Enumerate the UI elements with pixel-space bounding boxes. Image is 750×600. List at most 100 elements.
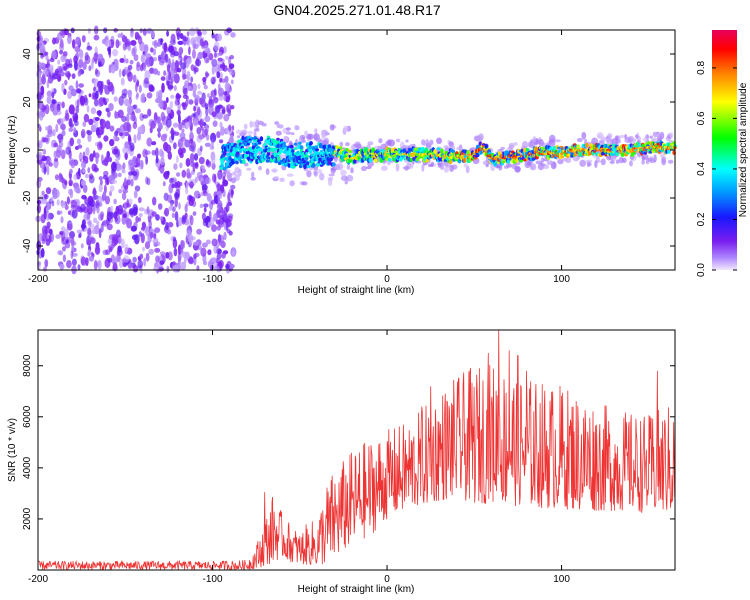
spectrogram-halo <box>404 165 410 170</box>
spectrogram-noise-blob <box>131 47 136 57</box>
spectrogram-noise-blob <box>105 120 111 130</box>
spectrogram-noise-blob <box>210 76 216 85</box>
spectrogram-signal-cell <box>327 144 332 149</box>
snr-x-tick-label: 0 <box>384 574 390 585</box>
spectrogram-noise-blob <box>65 146 71 155</box>
spectrogram-noise-blob <box>84 196 88 205</box>
spectrogram-noise-blob <box>166 30 170 37</box>
spectrogram-noise-blob <box>185 158 191 167</box>
spectrogram-noise-blob <box>216 203 223 211</box>
spectrogram-noise-blob <box>174 181 178 189</box>
spectrogram-noise-blob <box>213 173 217 184</box>
spectrogram-noise-blob <box>91 229 96 235</box>
spectrogram-signal-cell <box>311 162 316 168</box>
spectrogram-halo <box>286 173 294 177</box>
spectrogram-noise-blob <box>68 179 73 187</box>
spectrogram-noise-blob <box>186 85 192 91</box>
spectrogram-noise-blob <box>203 84 208 90</box>
snr-x-axis-label: Height of straight line (km) <box>298 584 415 595</box>
spectrogram-noise-blob <box>166 106 171 114</box>
spectrogram-noise-blob <box>229 134 234 145</box>
spectrogram-noise-blob <box>51 99 57 105</box>
spectrogram-noise-blob <box>79 52 84 61</box>
spectrogram-noise-blob <box>66 260 72 269</box>
spectrogram-noise-blob <box>39 110 44 121</box>
spectrogram-halo <box>641 155 646 161</box>
spectrogram-noise-blob <box>68 127 74 132</box>
spectrogram-noise-blob <box>68 104 75 115</box>
spectrogram-noise-blob <box>132 121 138 130</box>
spectrogram-noise-blob <box>84 97 89 106</box>
spectrogram-halo <box>498 164 503 171</box>
spectrogram-signal-cell <box>407 147 412 152</box>
spectrogram-noise-blob <box>123 68 127 76</box>
spectrogram-noise-blob <box>186 57 192 65</box>
spectrogram-noise-blob <box>88 118 94 126</box>
spectrogram-noise-blob <box>221 108 226 114</box>
spectrogram-noise-blob <box>167 251 173 261</box>
spectrogram-noise-blob <box>70 160 75 169</box>
spectrogram-noise-blob <box>55 234 61 240</box>
spectrogram-halo <box>645 157 650 165</box>
spectrogram-noise-blob <box>208 99 215 108</box>
spectrogram-noise-blob <box>122 262 128 267</box>
spectrogram-halo <box>600 158 606 166</box>
snr-y-axis-label: SNR (10 * v/v) <box>7 418 18 482</box>
spectrogram-noise-blob <box>72 241 77 246</box>
spectrogram-signal-cell <box>257 141 262 145</box>
spectrogram-signal-cell <box>570 151 574 156</box>
spectrogram-noise-blob <box>52 129 56 137</box>
spectrogram-noise-blob <box>172 206 176 213</box>
spectrogram-noise-blob <box>182 36 189 42</box>
spectrogram-noise-blob <box>67 35 72 45</box>
spectrogram-noise-blob <box>192 49 196 59</box>
spectrogram-noise-blob <box>112 262 118 270</box>
spectrogram-noise-blob <box>186 230 192 239</box>
spectrogram-signal-core <box>310 153 314 157</box>
spectrogram-noise-blob <box>177 255 181 265</box>
spectrogram-halo <box>395 138 401 143</box>
spectrogram-noise-blob <box>127 263 133 270</box>
spectrogram-noise-blob <box>56 199 60 206</box>
spectrogram-noise-blob <box>67 210 71 215</box>
spectrogram-halo <box>346 164 351 170</box>
spectrogram-noise-blob <box>153 266 159 272</box>
spectrogram-noise-blob <box>230 184 236 190</box>
spectrogram-noise-blob <box>96 110 102 116</box>
spectrogram-noise-blob <box>146 206 150 214</box>
spectrogram-noise-blob <box>135 156 141 167</box>
spectrogram-noise-blob <box>175 94 182 99</box>
spectrogram-noise-blob <box>95 90 99 100</box>
spectrogram-noise-blob <box>61 101 65 109</box>
spectrogram-noise-blob <box>45 126 49 131</box>
spectrogram-noise-blob <box>223 46 227 54</box>
spectrogram-halo <box>290 132 295 136</box>
spectrogram-noise-blob <box>39 161 46 169</box>
spectrogram-noise-blob <box>46 160 51 166</box>
spectrogram-halo <box>307 133 314 140</box>
spectrogram-noise-blob <box>79 232 82 238</box>
spectrogram-signal-cell <box>242 159 246 165</box>
spectrogram-noise-blob <box>223 91 228 96</box>
spectrogram-noise-blob <box>184 122 189 130</box>
spectrogram-noise-blob <box>75 36 81 46</box>
spectrogram-noise-blob <box>216 71 221 79</box>
spectrogram-noise-blob <box>197 90 203 96</box>
spectrogram-halo <box>319 172 325 181</box>
spectrogram-noise-blob <box>126 89 133 96</box>
spectrogram-noise-blob <box>228 263 235 269</box>
spectrogram-signal-cell <box>315 148 320 152</box>
spectrogram-noise-blob <box>88 175 95 184</box>
spectrogram-noise-blob <box>117 33 122 38</box>
spectrogram-signal-cell <box>220 160 224 165</box>
spectrogram-noise-blob <box>173 73 180 84</box>
spectrogram-noise-blob <box>182 94 188 99</box>
spectrogram-signal-cell <box>297 144 301 150</box>
spectrogram-noise-blob <box>220 126 225 136</box>
spectrogram-halo <box>521 141 529 149</box>
spectrogram-noise-blob <box>87 252 91 257</box>
spectrogram-noise-blob <box>112 49 119 57</box>
spectrogram-signal-core <box>412 154 416 158</box>
spectrogram-noise-blob <box>167 151 172 160</box>
spectrogram-noise-blob <box>37 140 43 149</box>
